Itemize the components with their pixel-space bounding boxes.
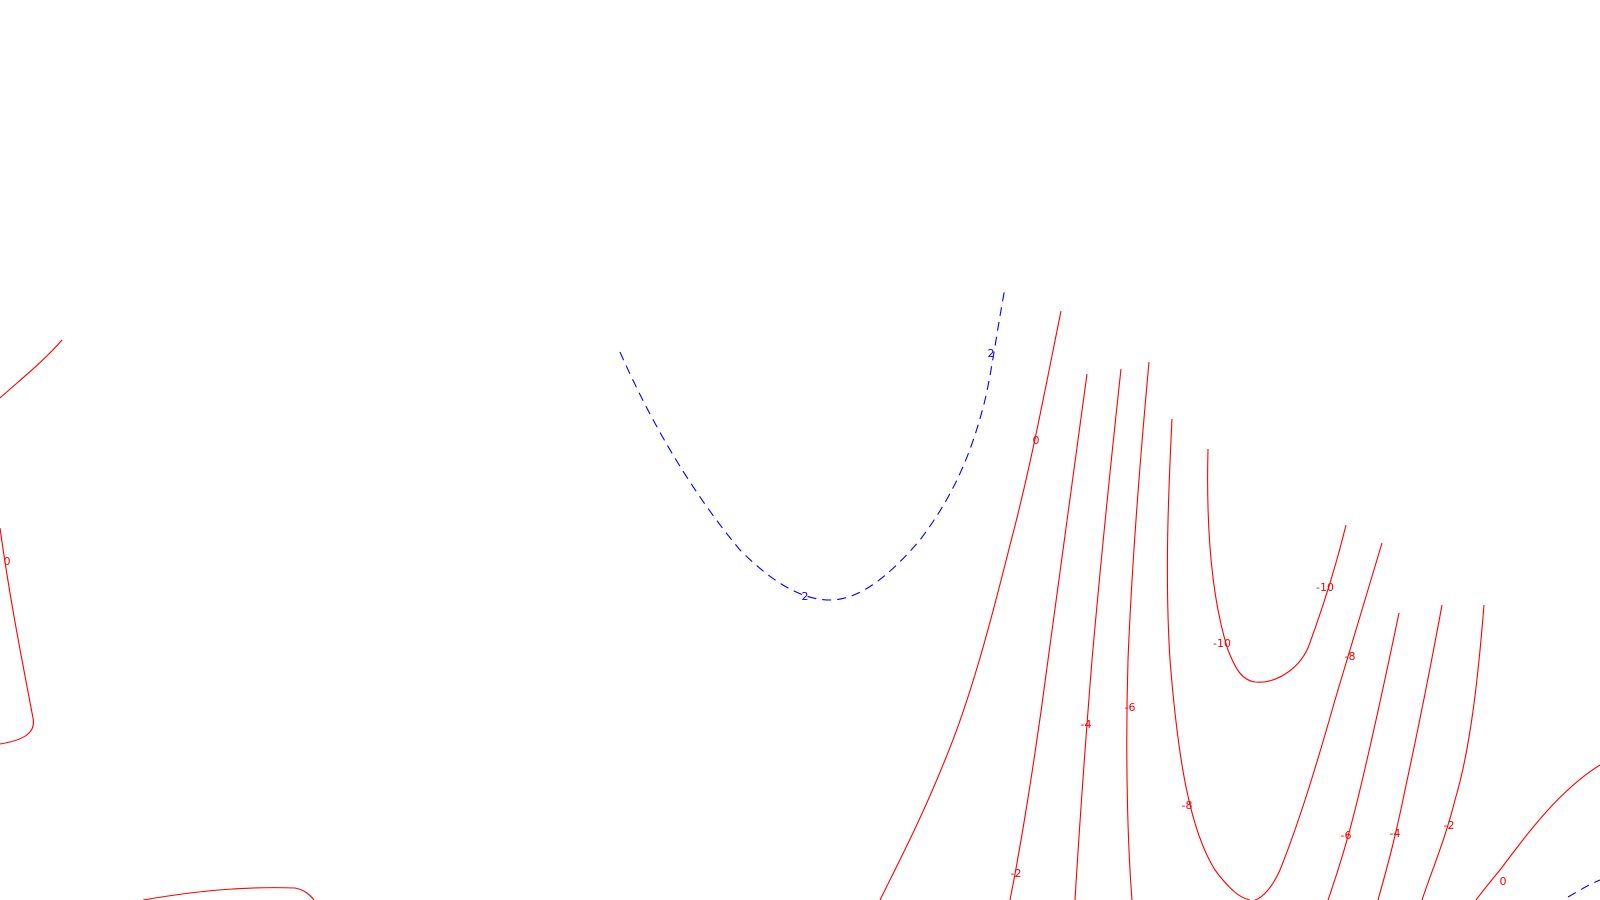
contour-label-neg8: -8 bbox=[1345, 650, 1356, 663]
contour-line-2-valley bbox=[619, 287, 1006, 601]
contour-line-neg4-left bbox=[1074, 368, 1122, 900]
contour-label-0: 0 bbox=[1500, 875, 1507, 888]
contour-label-2: 2 bbox=[802, 590, 809, 603]
contour-label-0: 0 bbox=[1033, 434, 1040, 447]
contour-line-neg8-left bbox=[1166, 418, 1251, 900]
contour-label-neg6: -6 bbox=[1125, 701, 1136, 714]
contour-label-neg8: -8 bbox=[1182, 799, 1193, 812]
contour-label-neg2: -2 bbox=[1011, 867, 1022, 880]
contour-label-neg2: -2 bbox=[1444, 819, 1455, 832]
contour-line-neg4-right bbox=[1377, 604, 1443, 900]
contour-line-neg6-right bbox=[1327, 612, 1400, 900]
contour-line-neg2-right bbox=[1421, 604, 1485, 900]
contour-line-2-corner bbox=[1567, 879, 1600, 898]
contour-line-neg2-left bbox=[1009, 373, 1088, 900]
contour-line-0-left-upper bbox=[0, 339, 63, 399]
contour-label-neg6: -6 bbox=[1341, 829, 1352, 842]
contour-label-neg10: -10 bbox=[1316, 581, 1334, 594]
contour-label-neg4: -4 bbox=[1081, 718, 1092, 731]
contour-label-0: 0 bbox=[4, 555, 11, 568]
contour-line-0-bottom-left bbox=[142, 887, 315, 900]
contour-line-neg6-left bbox=[1126, 361, 1150, 900]
contour-line-neg10 bbox=[1207, 448, 1347, 683]
contour-line-neg8-right bbox=[1254, 542, 1383, 900]
contour-label-neg10: -10 bbox=[1213, 637, 1231, 650]
contour-label-neg4: -4 bbox=[1390, 827, 1401, 840]
contour-line-0-center bbox=[879, 310, 1062, 900]
contour-line-0-right bbox=[1475, 764, 1600, 900]
contour-label-2: 2 bbox=[988, 347, 995, 360]
contour-line-0-left-lower bbox=[0, 527, 35, 745]
